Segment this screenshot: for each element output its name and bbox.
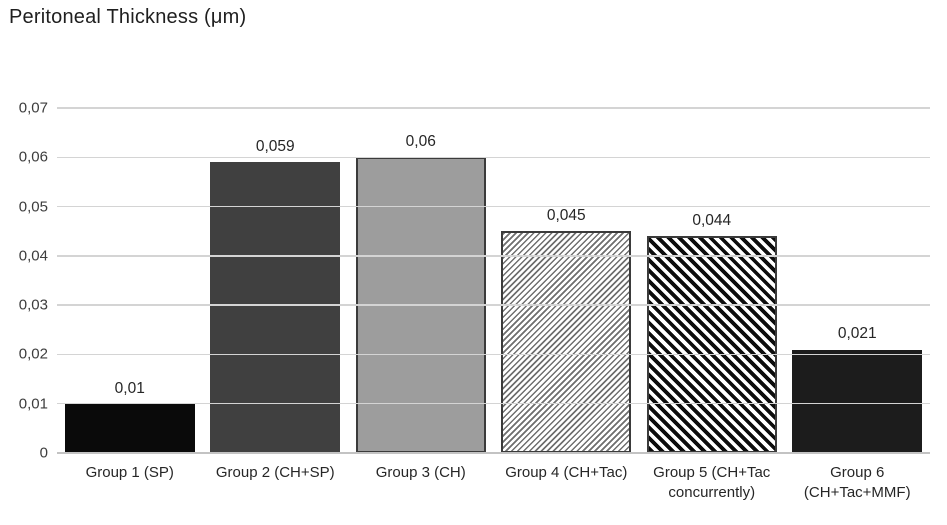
gridline	[57, 255, 930, 257]
bars-row: 0,01 0,059 0,06 0,045 0,044 0,021	[57, 108, 930, 453]
bar	[646, 236, 777, 453]
bar-value-label: 0,01	[114, 379, 145, 397]
bar	[64, 403, 195, 453]
bar	[210, 162, 341, 453]
x-axis-label: Group 2 (CH+SP)	[215, 464, 335, 481]
bar-group-5: 0,044	[639, 108, 785, 453]
x-axis-label: Group 6 (CH+Tac+MMF)	[803, 464, 911, 502]
gridline	[57, 304, 930, 306]
bar-group-3: 0,06	[348, 108, 494, 453]
y-tick-label: 0,06	[18, 148, 48, 166]
y-tick-label: 0,01	[18, 395, 48, 413]
gridline	[57, 107, 930, 109]
bar-value-label: 0,021	[837, 325, 877, 343]
x-axis-baseline	[57, 452, 930, 454]
y-tick-label: 0,04	[18, 247, 48, 265]
plot-area: 0,01 0,059 0,06 0,045 0,044 0,021	[57, 107, 930, 454]
gridline	[57, 156, 930, 158]
x-axis-label: Group 5 (CH+Tac concurrently)	[653, 464, 771, 502]
bar-group-4: 0,045	[494, 108, 640, 453]
x-axis-labels: Group 1 (SP) Group 2 (CH+SP) Group 3 (CH) G…	[57, 463, 930, 504]
bar-value-label: 0,044	[692, 212, 732, 230]
x-axis-label: Group 3 (CH)	[375, 464, 466, 481]
y-tick-label: 0,05	[18, 198, 48, 216]
bar-value-label: 0,059	[255, 138, 295, 156]
gridline	[57, 403, 930, 405]
bar-group-6: 0,021	[785, 108, 931, 453]
bar-value-label: 0,045	[546, 207, 586, 225]
bar-group-1: 0,01	[57, 108, 203, 453]
bar-value-label: 0,06	[405, 133, 436, 151]
bar	[501, 231, 632, 453]
x-axis-label: Group 1 (SP)	[85, 464, 174, 481]
bar	[792, 349, 923, 453]
y-tick-label: 0,03	[18, 296, 48, 314]
gridline	[57, 205, 930, 208]
y-axis-tick-labels: 0,07 0,06 0,05 0,04 0,03 0,02 0,01 0	[0, 100, 48, 462]
y-tick-label: 0	[39, 444, 48, 462]
x-axis-label: Group 4 (CH+Tac)	[505, 464, 628, 481]
chart-title: Peritoneal Thickness (μm)	[9, 6, 247, 28]
bar-group-2: 0,059	[203, 108, 349, 453]
y-tick-label: 0,02	[18, 345, 48, 363]
gridline	[57, 353, 930, 356]
y-tick-label: 0,07	[18, 99, 48, 117]
